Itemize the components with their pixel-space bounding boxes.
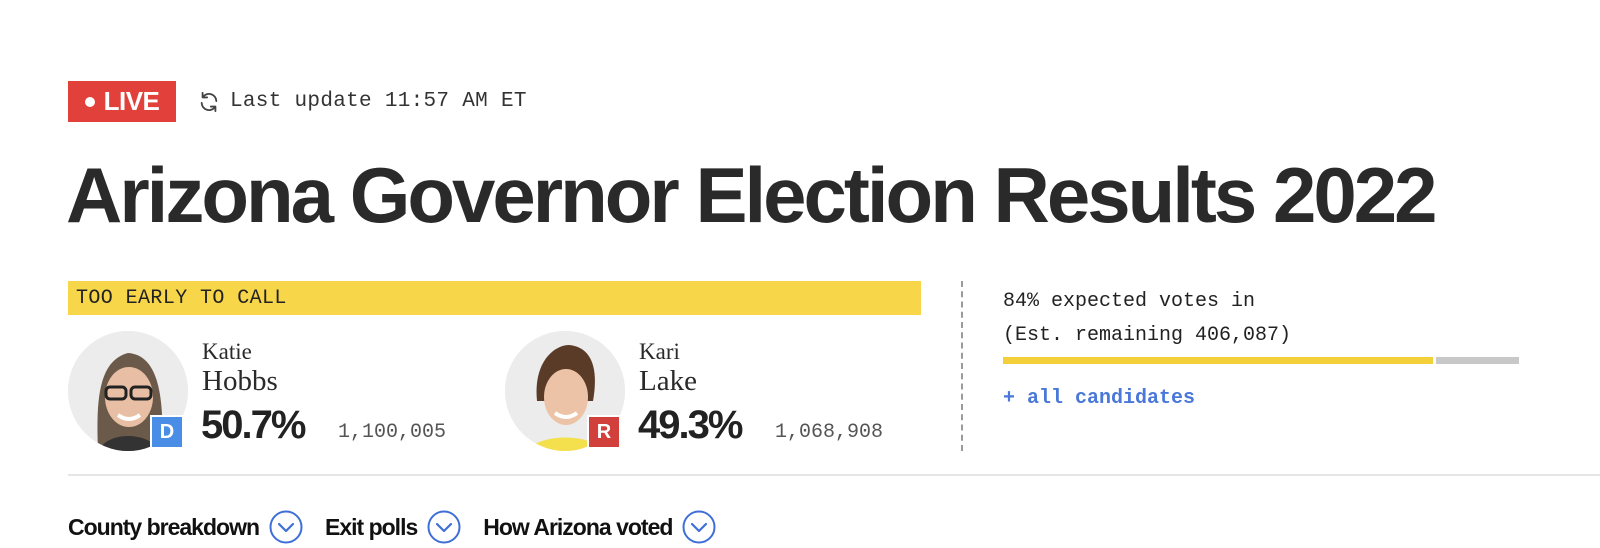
last-update-text: Last update 11:57 AM ET: [230, 90, 527, 113]
candidate-vote-percent: 50.7%: [201, 403, 306, 447]
remaining-votes-line: (Est. remaining 406,087): [1003, 324, 1292, 347]
page-title: Arizona Governor Election Results 2022: [66, 151, 1437, 239]
candidate-last-name: Hobbs: [202, 365, 278, 397]
tab-label: How Arizona voted: [483, 513, 673, 540]
section-tabs: County breakdown Exit polls How Arizona …: [68, 510, 716, 544]
candidate-vote-count: 1,100,005: [338, 421, 447, 444]
candidate-vote-percent: 49.3%: [638, 403, 743, 447]
live-label: LIVE: [103, 86, 160, 116]
race-status-text: TOO EARLY TO CALL: [76, 286, 287, 310]
live-badge: LIVE: [68, 81, 176, 122]
expected-votes-line: 84% expected votes in: [1003, 290, 1256, 313]
candidate-last-name: Lake: [639, 365, 697, 397]
last-update: Last update 11:57 AM ET: [198, 90, 527, 113]
candidate-photo: [68, 331, 188, 451]
chevron-down-circle-icon[interactable]: [682, 510, 716, 544]
candidate-first-name: Kari: [639, 339, 680, 364]
chevron-down-circle-icon[interactable]: [427, 510, 461, 544]
section-divider: [961, 281, 963, 451]
reporting-progress-bar: [1003, 357, 1519, 364]
race-status-bar: TOO EARLY TO CALL: [68, 281, 921, 315]
live-dot-icon: [84, 96, 95, 107]
tab-exit-polls[interactable]: Exit polls: [325, 510, 461, 544]
expected-votes: 84% expected votes in (Est. remaining 40…: [1003, 285, 1291, 353]
candidate-first-name: Katie: [202, 339, 252, 364]
party-badge-republican: R: [587, 415, 621, 449]
chevron-down-circle-icon[interactable]: [269, 510, 303, 544]
party-badge-democrat: D: [150, 415, 184, 449]
tab-label: County breakdown: [68, 513, 260, 540]
tab-county-breakdown[interactable]: County breakdown: [68, 510, 303, 544]
candidate-card-lake: R Kari Lake 49.3% 1,068,908: [505, 331, 905, 451]
all-candidates-link[interactable]: + all candidates: [1003, 387, 1196, 410]
top-bar: LIVE Last update 11:57 AM ET: [68, 81, 527, 122]
tab-label: Exit polls: [325, 513, 418, 540]
candidate-card-hobbs: D Katie Hobbs 50.7% 1,100,005: [68, 331, 468, 451]
refresh-icon[interactable]: [198, 91, 220, 113]
horizontal-divider: [68, 474, 1600, 476]
tab-how-arizona-voted[interactable]: How Arizona voted: [483, 510, 716, 544]
reporting-progress-fill: [1003, 357, 1437, 364]
candidate-vote-count: 1,068,908: [775, 421, 884, 444]
